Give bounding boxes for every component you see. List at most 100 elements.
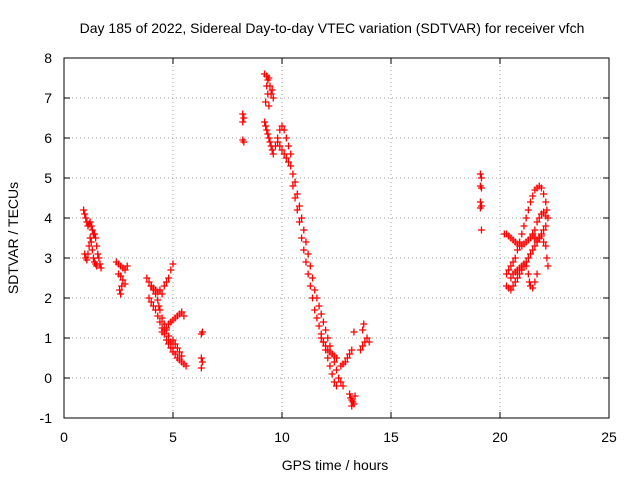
data-point [476,204,484,212]
data-point [291,194,299,202]
data-point [542,242,550,250]
data-point [167,266,175,274]
data-point [88,246,96,254]
data-point [533,218,541,226]
data-point [324,354,332,362]
data-point [162,324,170,332]
data-point [263,82,271,90]
data-point [503,270,511,278]
data-point [341,358,349,366]
data-point [240,114,248,122]
data-point [304,250,312,258]
data-point [337,378,345,386]
data-point [346,390,354,398]
y-tick-label: 1 [44,330,52,346]
x-tick-label: 10 [274,429,290,445]
data-point [540,238,548,246]
data-point [359,342,367,350]
data-point [477,184,485,192]
data-point [86,218,94,226]
data-point [145,294,153,302]
data-point [274,138,282,146]
data-point [315,302,323,310]
data-point [350,328,358,336]
data-points [80,70,552,410]
data-point [178,352,186,360]
data-point [116,286,124,294]
data-point [280,126,288,134]
data-point [295,218,303,226]
data-point [476,170,484,178]
data-point [291,178,299,186]
data-point [304,270,312,278]
data-point [360,320,368,328]
data-point [356,346,364,354]
data-point [182,362,190,370]
data-point [239,118,247,126]
data-point [359,326,367,334]
data-point [319,338,327,346]
data-point [262,98,270,106]
y-axis-label: SDTVAR / TECUs [5,182,21,294]
data-point [197,354,205,362]
data-point [309,274,317,282]
data-point [147,298,155,306]
data-point [119,276,127,284]
data-point [322,342,330,350]
data-point [339,382,347,390]
data-point [524,254,532,262]
data-point [285,158,293,166]
data-point [158,314,166,322]
y-tick-label: 3 [44,250,52,266]
data-point [330,358,338,366]
y-tick-label: 6 [44,130,52,146]
data-point [306,282,314,290]
data-point [263,126,271,134]
data-point [542,222,550,230]
data-point [511,278,519,286]
data-point [330,378,338,386]
data-point [80,206,88,214]
data-point [89,254,97,262]
data-point [333,366,340,374]
data-point [317,334,325,342]
data-point [348,402,356,410]
data-point [333,382,340,390]
data-point [121,266,129,274]
data-point [282,134,290,142]
data-point [269,150,277,158]
data-point [152,306,160,314]
data-point [261,118,269,126]
data-point [524,270,532,278]
data-point [298,234,306,242]
data-point [264,90,272,98]
data-point [529,192,537,200]
data-point [94,250,102,258]
data-point [165,340,173,348]
data-point [300,226,308,234]
data-point [239,110,247,118]
data-point [311,306,319,314]
data-point [82,214,90,222]
data-point [268,146,276,154]
data-point [278,146,286,154]
data-point [544,262,552,270]
data-point [529,230,537,238]
data-point [269,94,277,102]
data-point [97,264,105,272]
chart-title: Day 185 of 2022, Sidereal Day-to-day VTE… [80,20,585,36]
data-point [165,332,173,340]
y-tick-label: 0 [44,370,52,386]
data-point [289,182,297,190]
data-point [326,362,334,370]
data-point [240,138,248,146]
data-point [365,338,373,346]
x-tick-label: 0 [60,429,68,445]
data-point [169,336,177,344]
data-point [351,392,359,400]
data-point [300,246,308,254]
data-point [117,290,125,298]
data-point [346,350,354,358]
data-point [516,238,524,246]
data-point [287,150,295,158]
